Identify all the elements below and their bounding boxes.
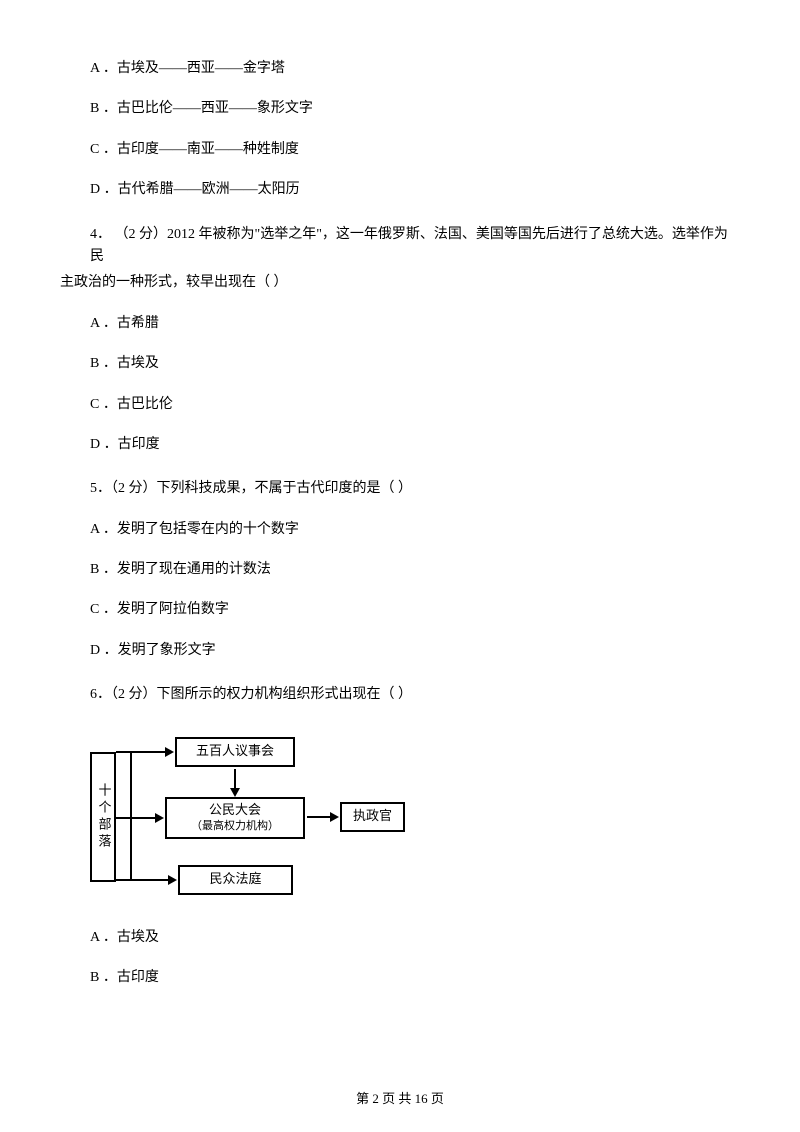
diagram-edge-bot-h xyxy=(130,879,169,881)
diagram-edge-trunk xyxy=(130,752,132,880)
diagram-node-court: 民众法庭 xyxy=(178,865,293,895)
q5-option-d: D ．发明了象形文字 xyxy=(90,640,740,662)
q3-option-c: C ．古印度——南亚——种姓制度 xyxy=(90,139,740,161)
diagram-edge-assembly-archon xyxy=(307,816,331,818)
q4-stem-line2: 主政治的一种形式，较早出现在（ ） xyxy=(60,272,740,294)
q3-option-d: D ．古代希腊——欧洲——太阳历 xyxy=(90,179,740,201)
q5-stem: 5．（2 分）下列科技成果，不属于古代印度的是（ ） xyxy=(90,478,740,500)
q4-option-c: C ．古巴比伦 xyxy=(90,394,740,416)
page-footer: 第 2 页 共 16 页 xyxy=(0,1088,800,1107)
q4-stem-line1: 4． （2 分）2012 年被称为"选举之年"，这一年俄罗斯、法国、美国等国先后… xyxy=(90,224,740,269)
diagram-arrow-to-archon xyxy=(330,812,339,822)
q5-option-b: B ．发明了现在通用的计数法 xyxy=(90,559,740,581)
diagram-node-assembly: 公民大会 （最高权力机构） xyxy=(165,797,305,839)
q5-option-a: A ．发明了包括零在内的十个数字 xyxy=(90,519,740,541)
q5-option-c: C ．发明了阿拉伯数字 xyxy=(90,599,740,621)
diagram-edge-council-down xyxy=(234,769,236,789)
diagram-edge-top-to-council xyxy=(130,751,166,753)
diagram-node-court-label: 民众法庭 xyxy=(209,871,261,888)
diagram-node-assembly-label2: （最高权力机构） xyxy=(191,819,279,833)
diagram-arrow-to-council xyxy=(165,747,174,757)
diagram-arrow-council-down xyxy=(230,788,240,797)
q6-stem: 6．（2 分）下图所示的权力机构组织形式出现在（ ） xyxy=(90,684,740,706)
page-content: A ．古埃及——西亚——金字塔 B ．古巴比伦——西亚——象形文字 C ．古印度… xyxy=(0,0,800,1037)
diagram-node-council-label: 五百人议事会 xyxy=(196,743,274,760)
q6-option-a: A ．古埃及 xyxy=(90,927,740,949)
q6-option-b: B ．古印度 xyxy=(90,967,740,989)
q4-option-a: A ．古希腊 xyxy=(90,313,740,335)
diagram-node-assembly-label1: 公民大会 xyxy=(209,802,261,819)
org-diagram: 十个部落 五百人议事会 公民大会 （最高权力机构） 民众法庭 执政官 xyxy=(90,732,410,902)
diagram-arrow-to-court xyxy=(168,875,177,885)
diagram-node-tribes-label: 十个部落 xyxy=(95,783,112,851)
diagram-node-tribes: 十个部落 xyxy=(90,752,116,882)
diagram-node-council: 五百人议事会 xyxy=(175,737,295,767)
q4-option-b: B ．古埃及 xyxy=(90,353,740,375)
q4-option-d: D ．古印度 xyxy=(90,434,740,456)
q3-option-a: A ．古埃及——西亚——金字塔 xyxy=(90,58,740,80)
diagram-edge-mid-h xyxy=(130,817,156,819)
q3-option-b: B ．古巴比伦——西亚——象形文字 xyxy=(90,98,740,120)
diagram-node-archon: 执政官 xyxy=(340,802,405,832)
diagram-node-archon-label: 执政官 xyxy=(353,808,392,825)
diagram-arrow-to-assembly xyxy=(155,813,164,823)
